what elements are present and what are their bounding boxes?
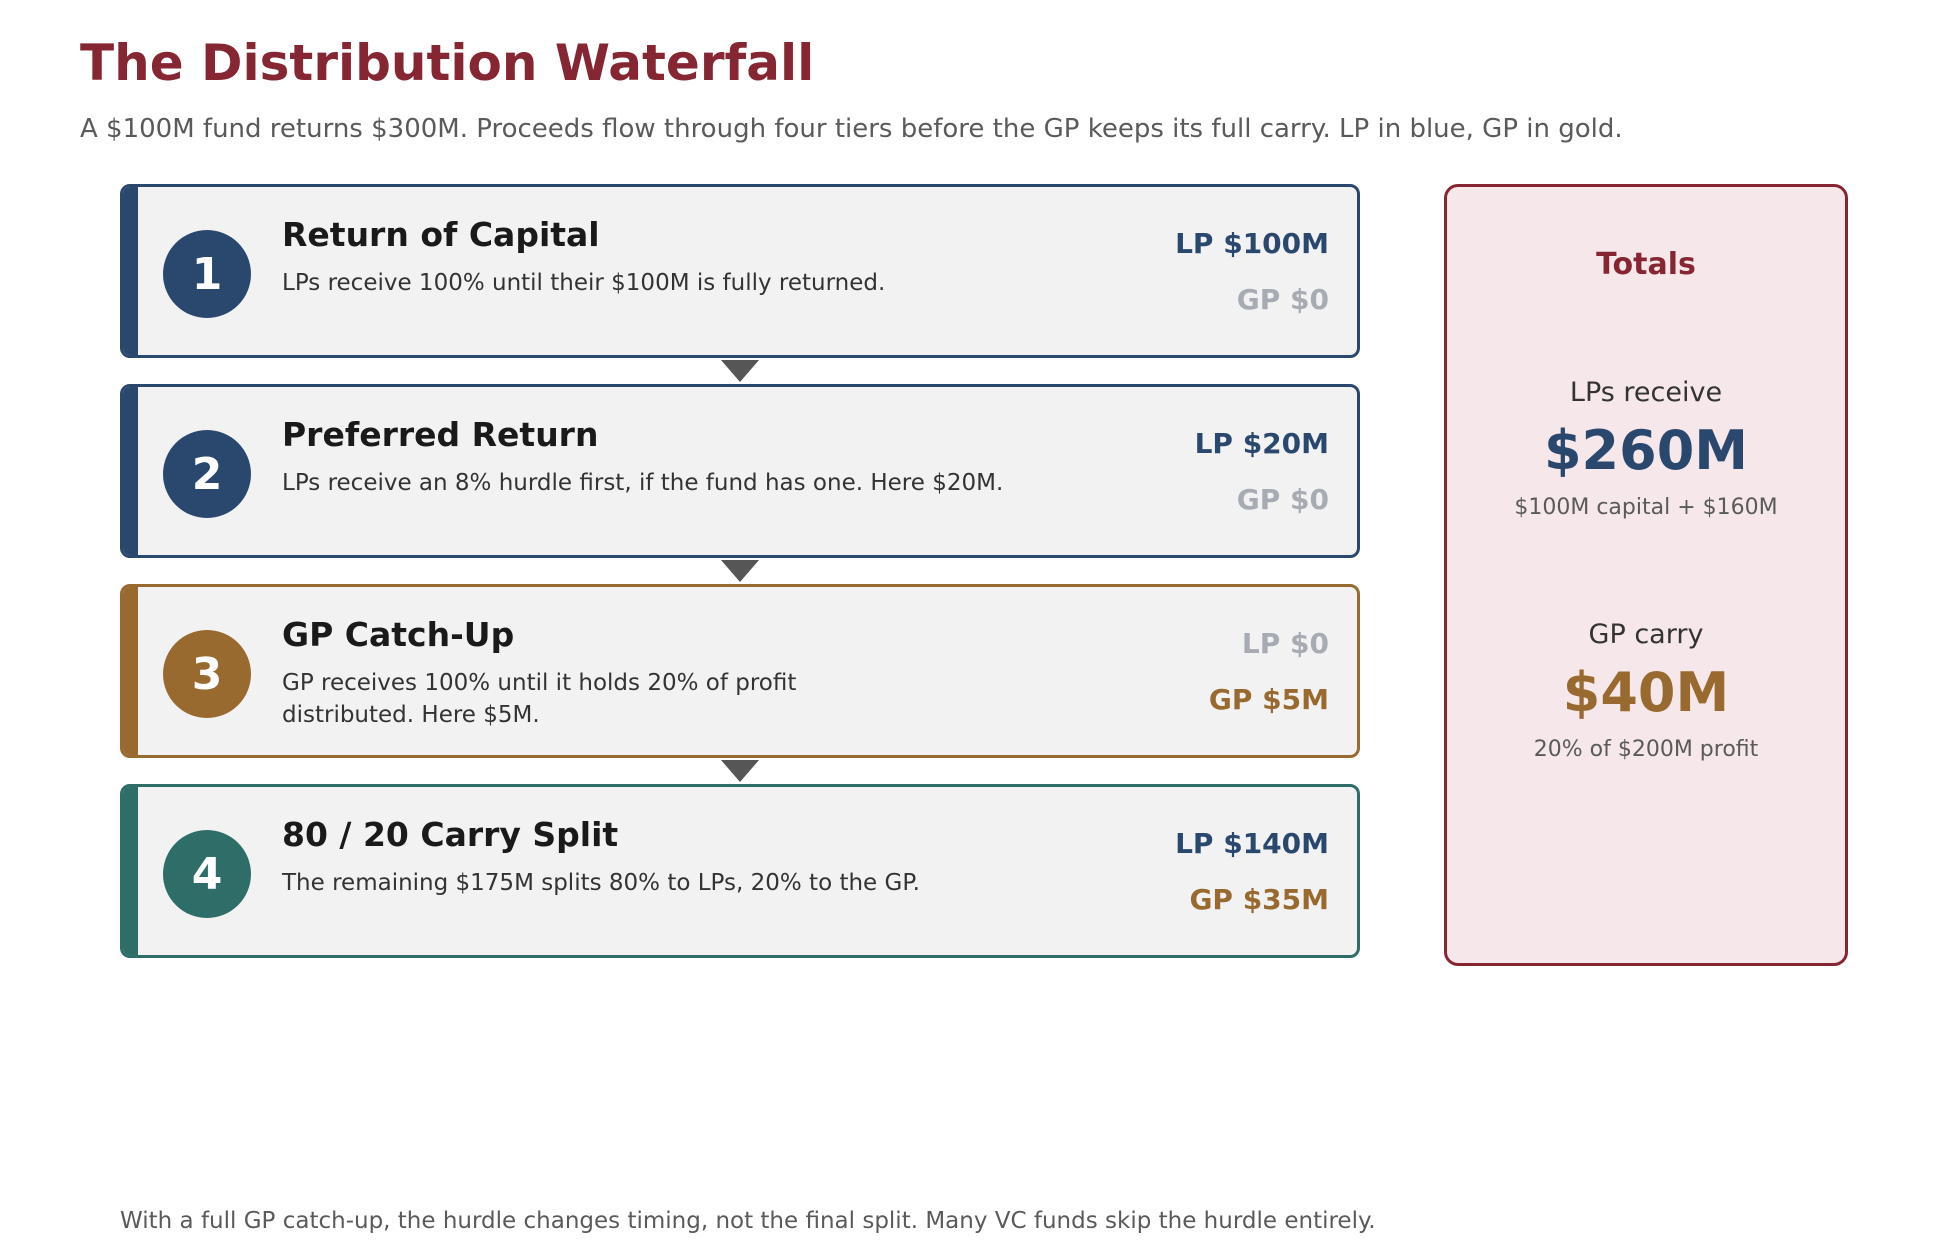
tier-description: GP receives 100% until it holds 20% of p…: [282, 670, 797, 728]
flow-arrow-icon: [721, 760, 759, 782]
tier-accent-bar: [123, 587, 138, 755]
flow-arrow-icon: [721, 360, 759, 382]
tier-title: 80 / 20 Carry Split: [282, 815, 619, 854]
tier-return-of-capital: 1 Return of Capital LPs receive 100% unt…: [120, 184, 1360, 358]
gp-total-label: GP carry: [1588, 619, 1704, 650]
lp-total-label: LPs receive: [1569, 377, 1723, 408]
totals-heading: Totals: [1596, 247, 1696, 282]
tier-number-badge: 1: [163, 230, 251, 318]
lp-total-value: $260M: [1543, 419, 1749, 482]
flow-arrow-icon: [721, 560, 759, 582]
tier-description: The remaining $175M splits 80% to LPs, 2…: [282, 870, 920, 896]
tier-gp-amount: GP $35M: [1189, 883, 1329, 916]
page-title: The Distribution Waterfall: [80, 34, 815, 92]
tier-number-badge: 3: [163, 630, 251, 718]
tier-description: LPs receive an 8% hurdle first, if the f…: [282, 470, 1004, 496]
lp-total-note: $100M capital + $160M: [1514, 495, 1778, 520]
tier-accent-bar: [123, 187, 138, 355]
tier-lp-amount: LP $140M: [1175, 827, 1329, 860]
tier-carry-split: 4 80 / 20 Carry Split The remaining $175…: [120, 784, 1360, 958]
tier-lp-amount: LP $0: [1241, 627, 1329, 660]
tier-accent-bar: [123, 787, 138, 955]
tier-gp-amount: GP $0: [1236, 483, 1329, 516]
gp-total-value: $40M: [1562, 661, 1730, 724]
tier-lp-amount: LP $100M: [1175, 227, 1329, 260]
gp-total-note: 20% of $200M profit: [1533, 737, 1759, 762]
tier-preferred-return: 2 Preferred Return LPs receive an 8% hur…: [120, 384, 1360, 558]
tier-gp-catch-up: 3 GP Catch-Up GP receives 100% until it …: [120, 584, 1360, 758]
tier-description: LPs receive 100% until their $100M is fu…: [282, 270, 886, 296]
tier-number-badge: 4: [163, 830, 251, 918]
tier-title: Return of Capital: [282, 215, 600, 254]
totals-panel: Totals LPs receive $260M $100M capital +…: [1444, 184, 1848, 966]
footnote: With a full GP catch-up, the hurdle chan…: [120, 1208, 1376, 1234]
page-subtitle: A $100M fund returns $300M. Proceeds flo…: [80, 114, 1623, 144]
tier-gp-amount: GP $5M: [1208, 683, 1329, 716]
tier-accent-bar: [123, 387, 138, 555]
tier-lp-amount: LP $20M: [1194, 427, 1329, 460]
tier-number-badge: 2: [163, 430, 251, 518]
tier-title: GP Catch-Up: [282, 615, 515, 654]
tier-gp-amount: GP $0: [1236, 283, 1329, 316]
tier-title: Preferred Return: [282, 415, 599, 454]
